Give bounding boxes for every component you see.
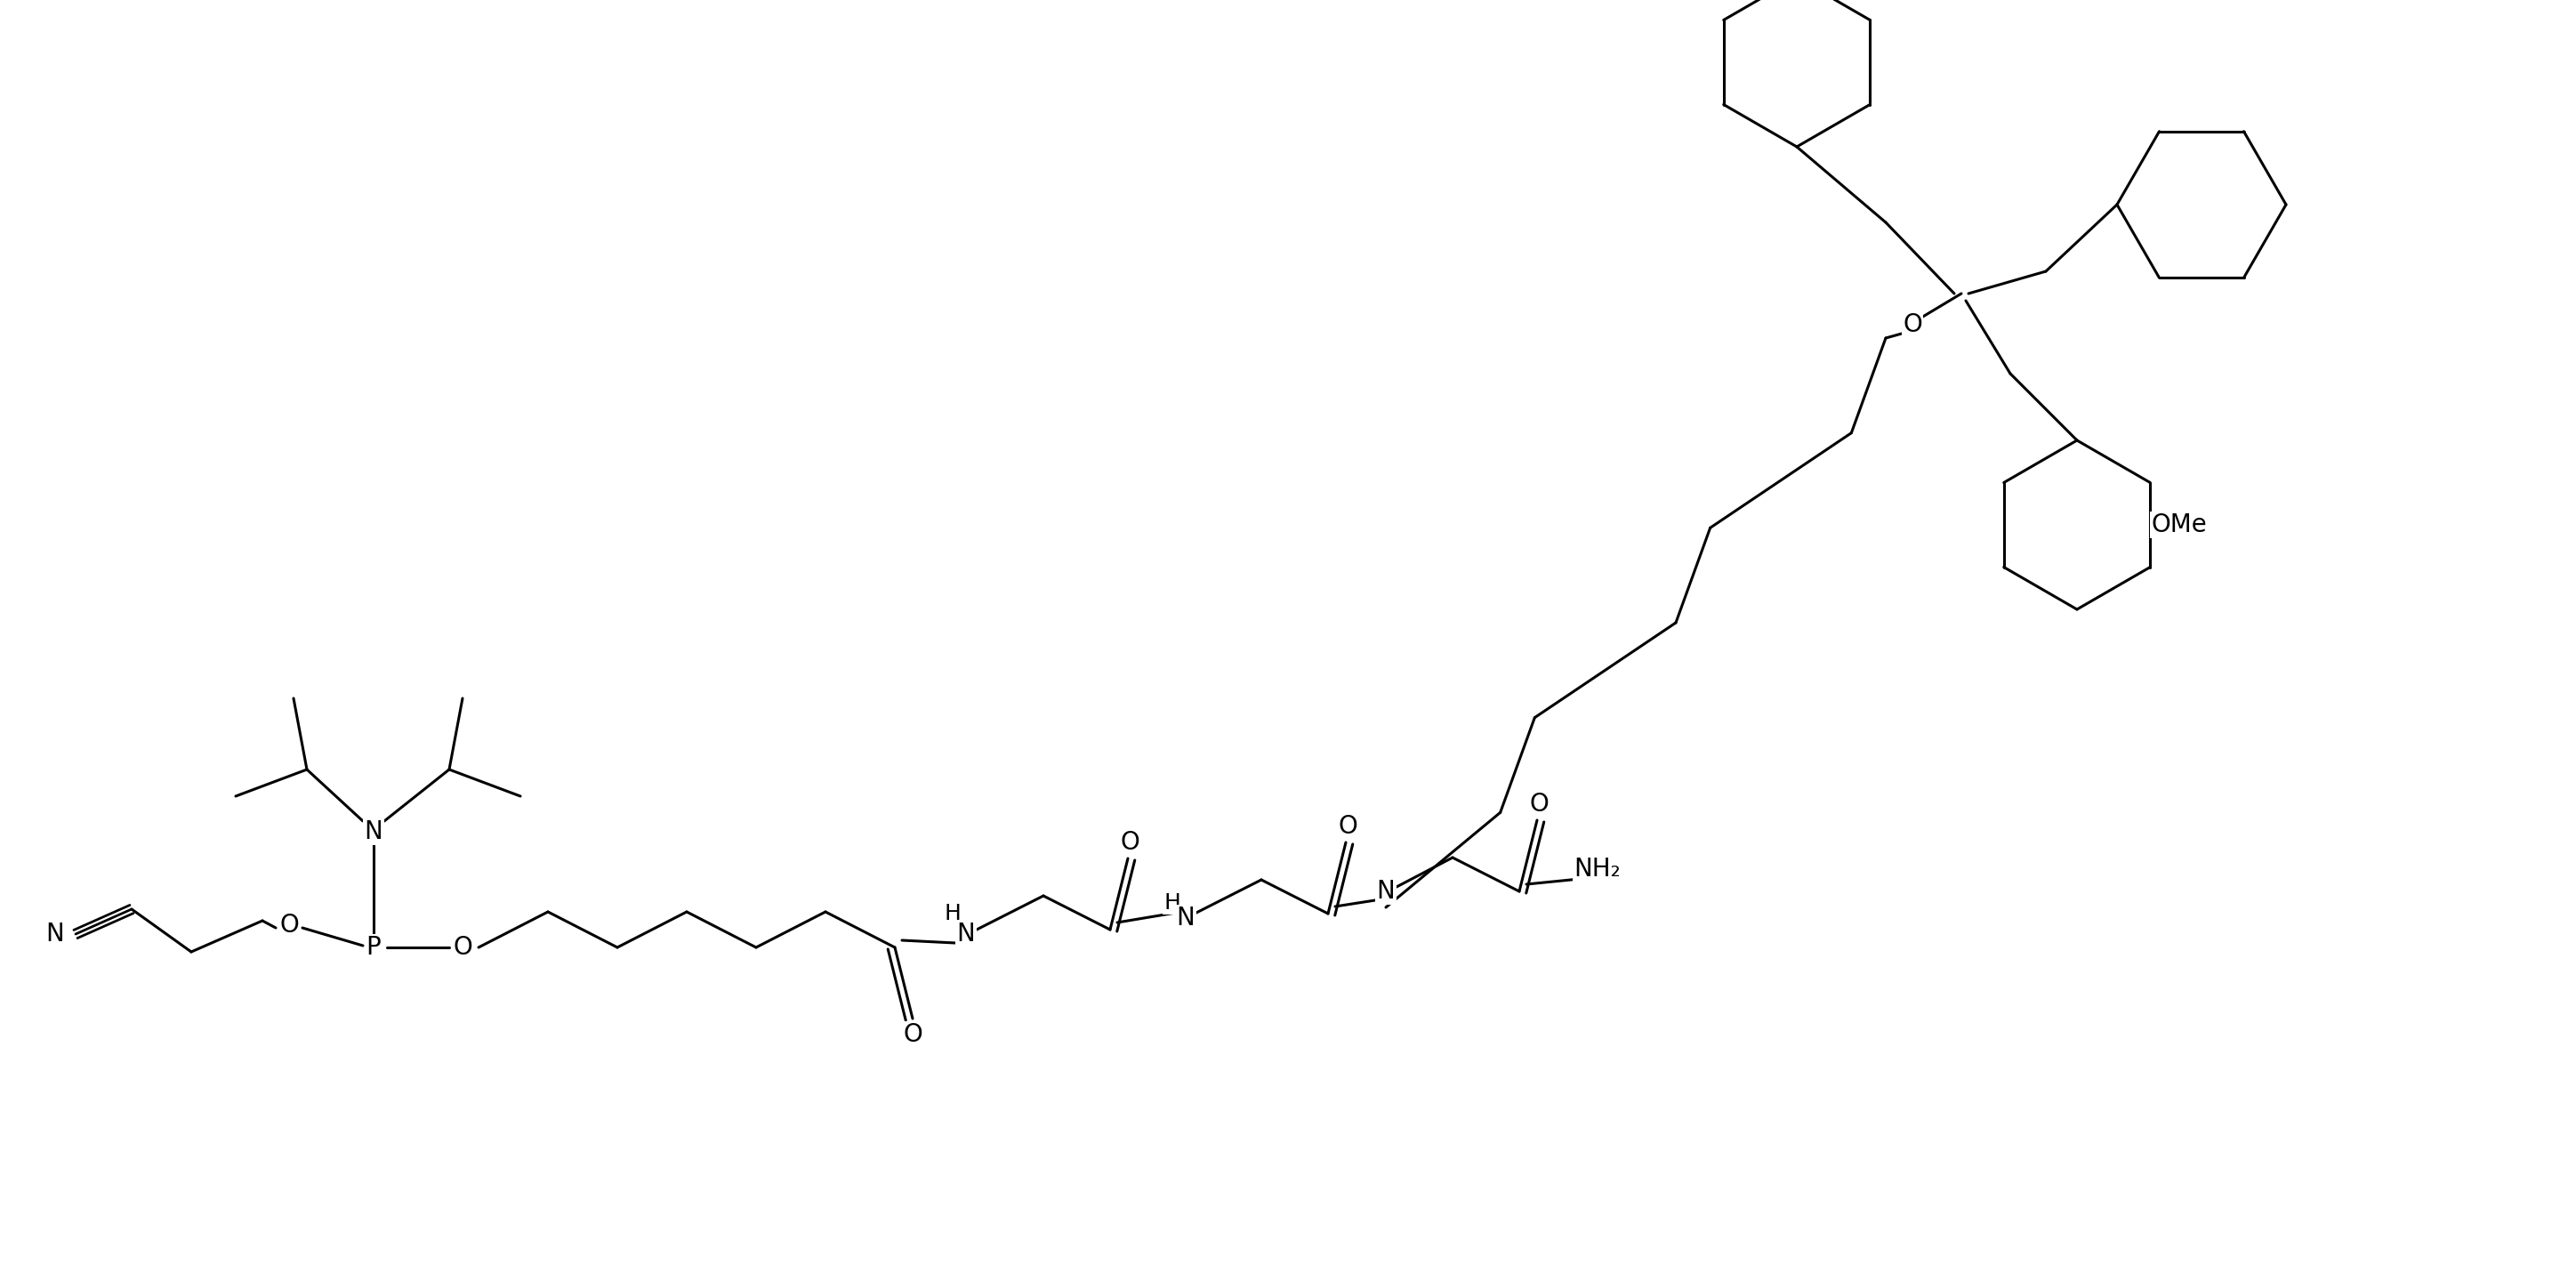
Text: H: H [1164,892,1180,913]
Text: O: O [1121,830,1139,855]
Text: N: N [46,922,64,946]
Text: P: P [366,935,381,960]
Text: H: H [945,903,961,925]
Text: N: N [956,922,976,946]
Text: O: O [1530,792,1548,817]
Text: O: O [453,935,471,960]
Text: N: N [363,820,384,844]
Text: NH₂: NH₂ [1574,856,1620,882]
Text: N: N [1177,906,1195,931]
Text: O: O [278,913,299,937]
Text: N: N [1376,879,1396,903]
Text: O: O [904,1022,922,1047]
Text: O: O [1337,813,1358,839]
Text: OMe: OMe [2151,512,2208,538]
Text: O: O [1904,312,1922,338]
